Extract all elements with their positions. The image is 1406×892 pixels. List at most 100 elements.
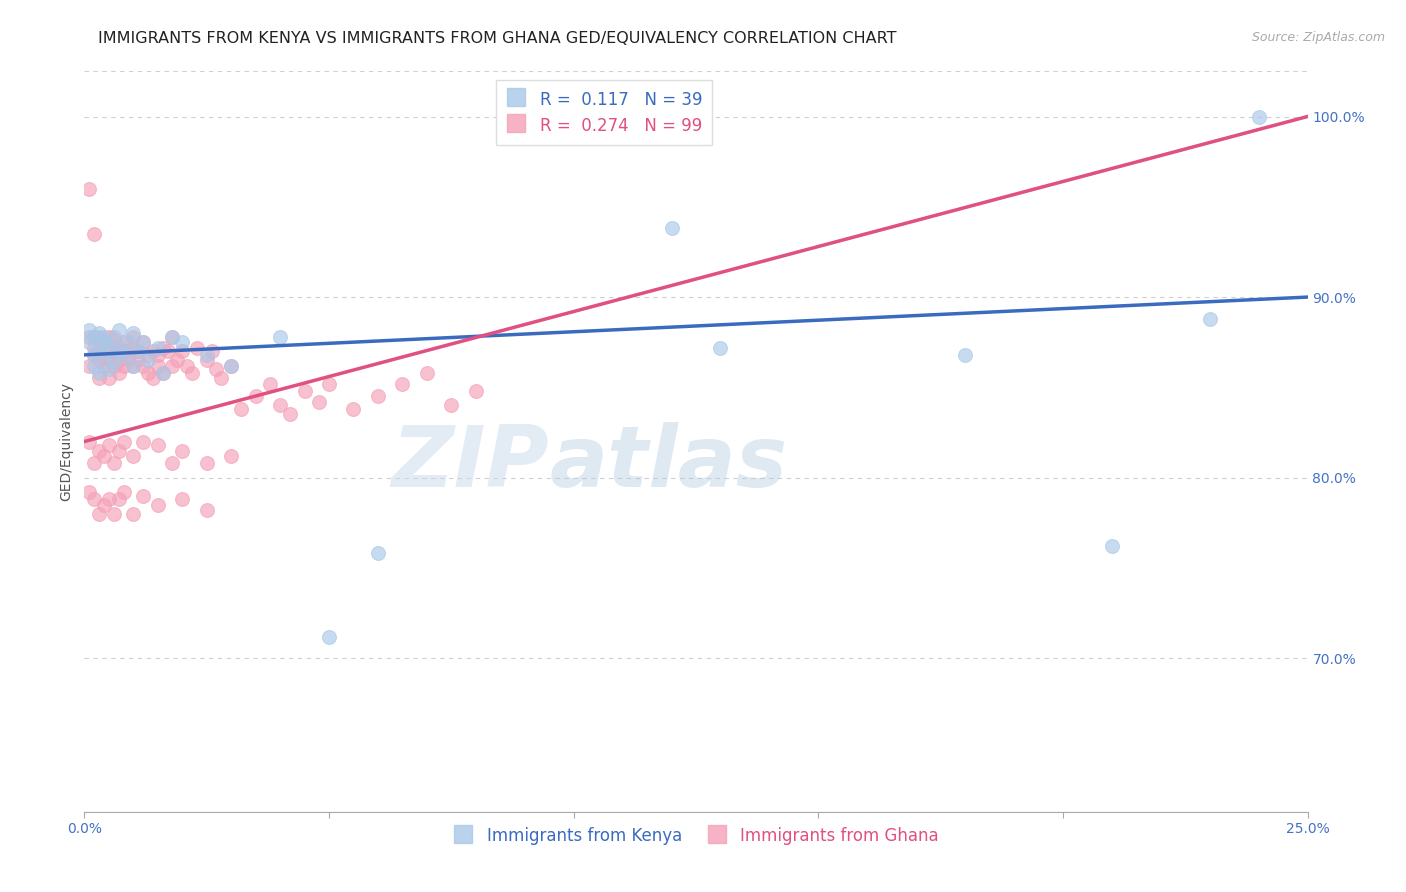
Point xyxy=(97,341,120,355)
Point xyxy=(127,344,149,359)
Point xyxy=(93,335,115,350)
Point xyxy=(205,362,228,376)
Point xyxy=(117,353,139,368)
Point xyxy=(318,376,340,391)
Point xyxy=(172,443,194,458)
Point xyxy=(97,438,120,452)
Point xyxy=(132,359,155,373)
Point xyxy=(162,330,184,344)
Point xyxy=(127,344,149,359)
Point xyxy=(83,348,105,362)
Point xyxy=(97,344,120,359)
Point xyxy=(661,221,683,235)
Point xyxy=(186,341,208,355)
Y-axis label: GED/Equivalency: GED/Equivalency xyxy=(59,382,73,501)
Point xyxy=(136,353,159,368)
Point xyxy=(107,322,129,336)
Point xyxy=(103,507,125,521)
Point xyxy=(195,503,218,517)
Point xyxy=(367,389,389,403)
Point xyxy=(200,344,222,359)
Point xyxy=(77,434,100,449)
Point xyxy=(132,434,155,449)
Point xyxy=(342,402,364,417)
Point xyxy=(181,366,204,380)
Point xyxy=(117,335,139,350)
Point xyxy=(162,456,184,470)
Point xyxy=(117,344,139,359)
Point xyxy=(93,348,115,362)
Point xyxy=(97,492,120,507)
Point xyxy=(93,449,115,463)
Point xyxy=(87,507,110,521)
Point xyxy=(122,449,145,463)
Point xyxy=(97,362,120,376)
Point xyxy=(77,330,100,344)
Point xyxy=(219,359,242,373)
Point xyxy=(103,456,125,470)
Point xyxy=(103,344,125,359)
Point xyxy=(93,498,115,512)
Point xyxy=(103,359,125,373)
Point xyxy=(146,341,169,355)
Point xyxy=(146,498,169,512)
Point xyxy=(132,335,155,350)
Point xyxy=(229,402,252,417)
Point xyxy=(83,227,105,241)
Point xyxy=(77,335,100,350)
Point xyxy=(195,348,218,362)
Point xyxy=(112,335,135,350)
Point xyxy=(83,456,105,470)
Point xyxy=(103,334,125,348)
Point xyxy=(245,389,267,403)
Point xyxy=(146,438,169,452)
Text: atlas: atlas xyxy=(550,422,787,505)
Point xyxy=(294,384,316,398)
Point xyxy=(112,344,135,359)
Point xyxy=(77,182,100,196)
Point xyxy=(87,371,110,385)
Point xyxy=(97,371,120,385)
Point xyxy=(953,348,976,362)
Point xyxy=(367,547,389,561)
Point xyxy=(259,376,281,391)
Point xyxy=(107,341,129,355)
Text: IMMIGRANTS FROM KENYA VS IMMIGRANTS FROM GHANA GED/EQUIVALENCY CORRELATION CHART: IMMIGRANTS FROM KENYA VS IMMIGRANTS FROM… xyxy=(98,31,897,46)
Point xyxy=(152,366,174,380)
Point xyxy=(162,330,184,344)
Point xyxy=(77,359,100,373)
Point xyxy=(195,353,218,368)
Point xyxy=(97,353,120,368)
Point xyxy=(83,341,105,355)
Point xyxy=(391,376,413,391)
Point xyxy=(127,353,149,368)
Point xyxy=(136,348,159,362)
Point xyxy=(87,353,110,368)
Point xyxy=(308,394,330,409)
Point xyxy=(87,330,110,344)
Point xyxy=(1247,110,1270,124)
Point xyxy=(93,335,115,350)
Point xyxy=(83,359,105,373)
Point xyxy=(112,485,135,500)
Point xyxy=(440,399,463,413)
Point xyxy=(112,434,135,449)
Point xyxy=(122,507,145,521)
Point xyxy=(87,341,110,355)
Point xyxy=(269,330,291,344)
Point xyxy=(83,330,105,344)
Point xyxy=(269,399,291,413)
Point xyxy=(464,384,486,398)
Point xyxy=(142,344,165,359)
Point xyxy=(122,359,145,373)
Point xyxy=(132,489,155,503)
Point xyxy=(1198,311,1220,326)
Point xyxy=(107,366,129,380)
Text: Source: ZipAtlas.com: Source: ZipAtlas.com xyxy=(1251,31,1385,45)
Point xyxy=(278,408,301,422)
Point xyxy=(152,366,174,380)
Point xyxy=(107,492,129,507)
Point xyxy=(87,366,110,380)
Point xyxy=(172,492,194,507)
Point xyxy=(107,443,129,458)
